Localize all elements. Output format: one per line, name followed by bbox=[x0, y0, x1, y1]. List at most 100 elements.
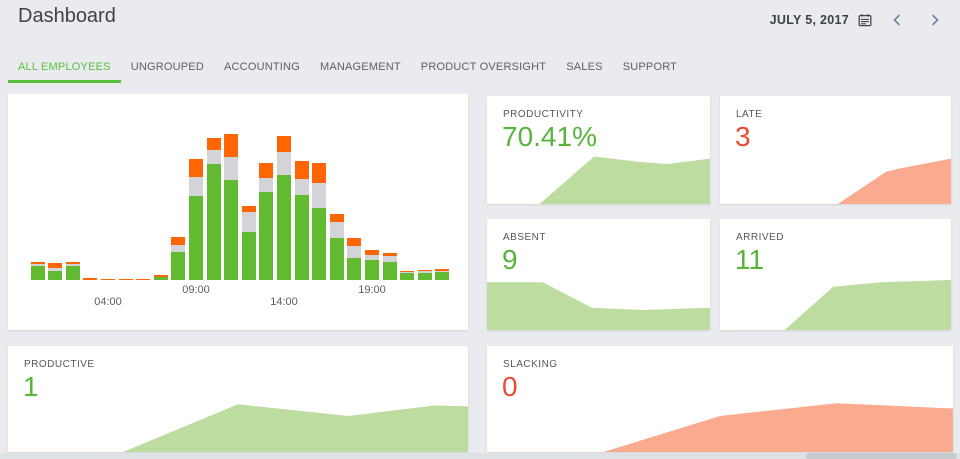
bar-08:00-idle-gray bbox=[171, 245, 186, 252]
bar-21:00-other-orange bbox=[400, 271, 415, 272]
productivity-sparkline bbox=[539, 156, 710, 204]
bar-23:00-productive-green bbox=[435, 271, 450, 280]
bar-02:00-idle-gray bbox=[65, 263, 80, 266]
bar-19:00-other-orange bbox=[365, 250, 379, 255]
bar-12:00-other-orange bbox=[241, 206, 256, 212]
chevron-left-icon bbox=[893, 14, 901, 26]
bar-02:00-productive-green bbox=[65, 265, 80, 280]
bar-22:00-idle-gray bbox=[417, 271, 432, 273]
horizontal-scrollbar-thumb[interactable] bbox=[806, 453, 957, 459]
bar-20:00-productive-green bbox=[382, 262, 397, 280]
chevron-right-icon bbox=[931, 14, 939, 26]
tab-support[interactable]: SUPPORT bbox=[622, 61, 678, 73]
bar-11:00-other-orange bbox=[224, 134, 239, 157]
arrived-card: ARRIVED 11 bbox=[720, 219, 951, 330]
late-sparkline bbox=[837, 158, 951, 204]
next-date-button[interactable] bbox=[920, 10, 950, 30]
bar-00:00-other-orange bbox=[30, 262, 45, 264]
bar-22:00-other-orange bbox=[417, 269, 432, 271]
tab-ungrouped[interactable]: UNGROUPED bbox=[130, 61, 204, 73]
bar-11:00-idle-gray bbox=[224, 157, 239, 180]
bar-08:00-productive-green bbox=[171, 252, 186, 280]
slacking-value: 0 bbox=[502, 371, 518, 402]
bar-16:00-productive-green bbox=[312, 208, 327, 280]
bar-09:00-idle-gray bbox=[189, 177, 203, 196]
late-card: LATE 3 bbox=[720, 96, 951, 204]
bar-07:00-productive-green bbox=[153, 277, 168, 280]
bar-21:00-productive-green bbox=[400, 272, 415, 280]
bar-05:00-other-orange bbox=[118, 279, 133, 280]
bar-23:00-idle-gray bbox=[435, 271, 450, 272]
x-axis-tick-09:00: 09:00 bbox=[182, 284, 210, 296]
bar-14:00-productive-green bbox=[277, 175, 291, 280]
bar-11:00-productive-green bbox=[224, 180, 239, 280]
bar-15:00-other-orange bbox=[294, 161, 309, 179]
bar-01:00-idle-gray bbox=[48, 267, 63, 271]
bar-01:00-other-orange bbox=[48, 263, 63, 268]
bar-09:00-productive-green bbox=[189, 196, 203, 280]
bar-12:00-productive-green bbox=[241, 232, 256, 280]
bar-16:00-other-orange bbox=[312, 163, 327, 183]
productivity-label: PRODUCTIVITY bbox=[503, 109, 584, 120]
tab-sales[interactable]: SALES bbox=[566, 61, 603, 73]
hourly-activity-bar-chart bbox=[8, 94, 468, 280]
x-axis-tick-14:00: 14:00 bbox=[270, 296, 298, 308]
productive-value: 1 bbox=[23, 371, 39, 402]
bar-23:00-other-orange bbox=[435, 269, 450, 271]
tab-all-employees[interactable]: ALL EMPLOYEES bbox=[8, 55, 121, 83]
bar-19:00-idle-gray bbox=[365, 255, 379, 260]
bar-03:00-other-orange bbox=[83, 278, 98, 280]
bar-07:00-other-orange bbox=[153, 274, 168, 277]
late-label: LATE bbox=[736, 109, 763, 120]
bar-18:00-idle-gray bbox=[347, 246, 362, 258]
bar-15:00-idle-gray bbox=[294, 179, 309, 195]
calendar-icon[interactable] bbox=[856, 11, 874, 29]
x-axis-tick-19:00: 19:00 bbox=[358, 284, 386, 296]
bar-16:00-idle-gray bbox=[312, 183, 327, 208]
bar-21:00-idle-gray bbox=[400, 271, 415, 273]
tab-accounting[interactable]: ACCOUNTING bbox=[224, 61, 300, 73]
prev-date-button[interactable] bbox=[882, 10, 912, 30]
absent-sparkline bbox=[487, 282, 710, 330]
tab-product-oversight[interactable]: PRODUCT OVERSIGHT bbox=[420, 61, 547, 73]
bar-17:00-idle-gray bbox=[329, 222, 344, 238]
bar-13:00-idle-gray bbox=[259, 178, 274, 192]
productive-label: PRODUCTIVE bbox=[24, 359, 95, 370]
bar-13:00-other-orange bbox=[259, 163, 274, 178]
slacking-sparkline bbox=[603, 403, 953, 452]
bar-20:00-other-orange bbox=[382, 253, 397, 256]
date-label[interactable]: JULY 5, 2017 bbox=[769, 13, 849, 27]
bar-19:00-productive-green bbox=[365, 260, 379, 280]
productive-card: PRODUCTIVE 1 bbox=[8, 346, 468, 452]
tab-management[interactable]: MANAGEMENT bbox=[319, 61, 401, 73]
bar-01:00-productive-green bbox=[48, 271, 63, 280]
absent-card: ABSENT 9 bbox=[487, 219, 710, 330]
bar-17:00-productive-green bbox=[329, 238, 344, 280]
productivity-card: PRODUCTIVITY 70.41% bbox=[487, 96, 710, 204]
productive-sparkline bbox=[123, 404, 468, 452]
slacking-card: SLACKING 0 bbox=[487, 346, 953, 452]
bar-08:00-other-orange bbox=[171, 237, 186, 245]
date-picker-group: JULY 5, 2017 bbox=[770, 9, 950, 31]
page-title: Dashboard bbox=[18, 5, 116, 27]
absent-label: ABSENT bbox=[503, 232, 547, 243]
horizontal-scrollbar-track[interactable] bbox=[0, 453, 960, 459]
bar-20:00-idle-gray bbox=[382, 256, 397, 262]
absent-value: 9 bbox=[502, 244, 518, 275]
bar-00:00-productive-green bbox=[30, 266, 45, 280]
bar-14:00-idle-gray bbox=[277, 152, 291, 175]
bar-10:00-other-orange bbox=[206, 138, 221, 150]
bar-12:00-idle-gray bbox=[241, 212, 256, 232]
late-value: 3 bbox=[735, 121, 751, 152]
slacking-label: SLACKING bbox=[503, 359, 558, 370]
productivity-value: 70.41% bbox=[502, 121, 597, 152]
bar-13:00-productive-green bbox=[259, 192, 274, 280]
arrived-sparkline bbox=[784, 280, 951, 330]
x-axis-tick-04:00: 04:00 bbox=[94, 296, 122, 308]
bar-02:00-other-orange bbox=[65, 262, 80, 264]
bar-00:00-idle-gray bbox=[30, 263, 45, 266]
bar-14:00-other-orange bbox=[277, 136, 291, 152]
bar-18:00-productive-green bbox=[347, 258, 362, 280]
bar-10:00-productive-green bbox=[206, 164, 221, 280]
bar-15:00-productive-green bbox=[294, 195, 309, 280]
